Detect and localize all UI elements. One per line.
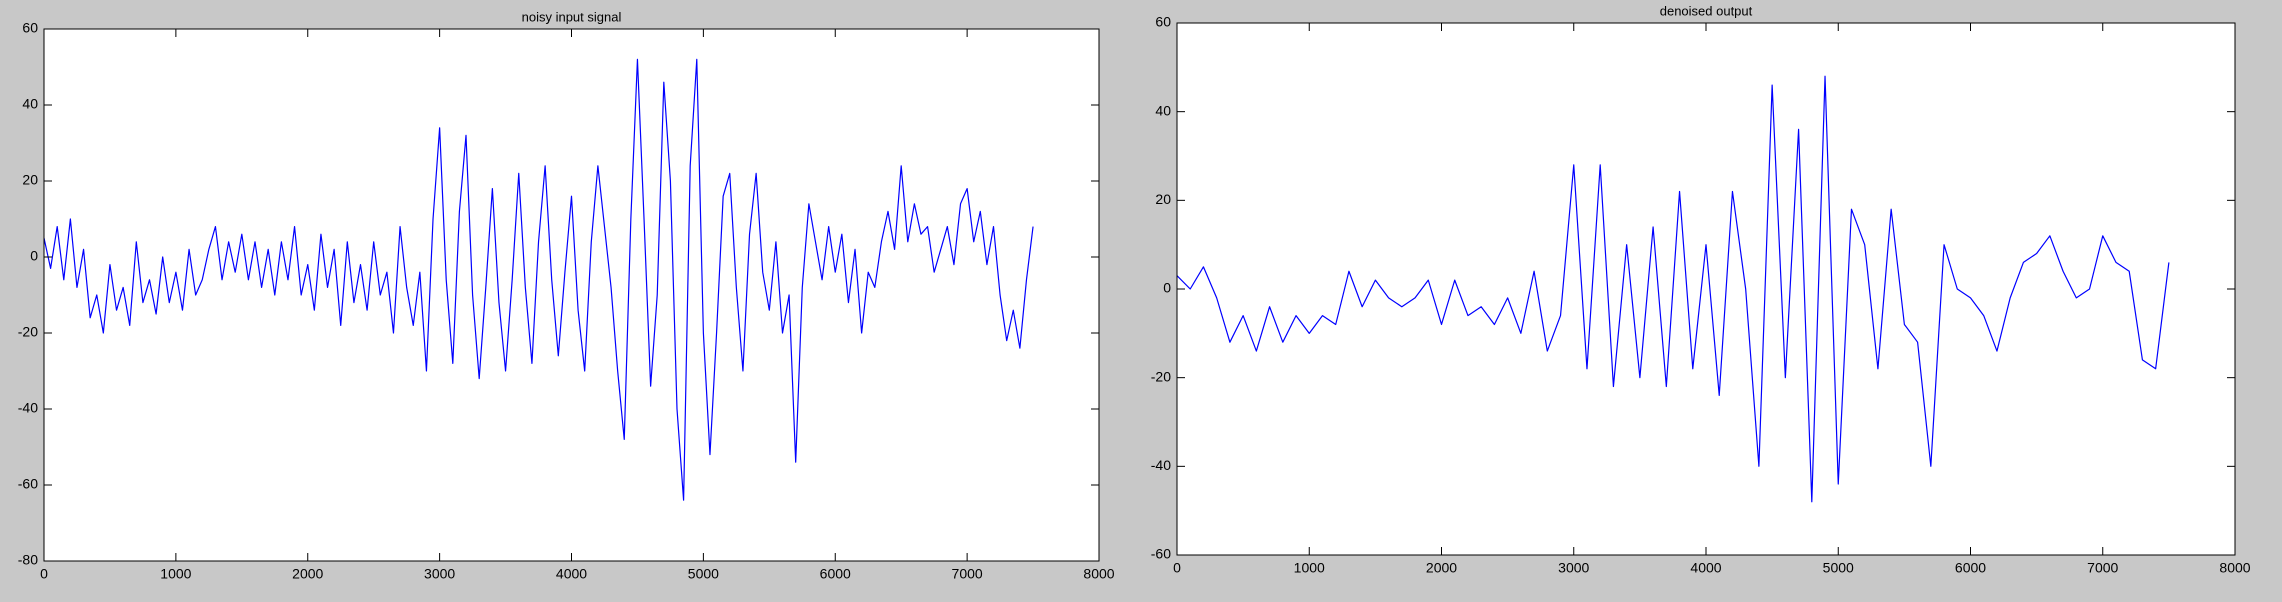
- x-tick-label: 8000: [2219, 560, 2250, 576]
- y-tick-label: -60: [1151, 546, 1171, 562]
- x-tick-label: 5000: [1823, 560, 1854, 576]
- y-tick-label: 20: [1155, 191, 1171, 207]
- x-tick-label: 0: [40, 566, 48, 582]
- x-tick-label: 7000: [2087, 560, 2118, 576]
- x-tick-label: 0: [1173, 560, 1181, 576]
- x-tick-label: 1000: [160, 566, 191, 582]
- axes-background: [1177, 23, 2235, 555]
- y-tick-label: -80: [18, 552, 38, 568]
- axes-box: [1176, 22, 2236, 556]
- y-tick-label: 0: [1163, 280, 1171, 296]
- chart-title: denoised output: [1660, 3, 1753, 18]
- x-tick-label: 6000: [1955, 560, 1986, 576]
- x-tick-label: 3000: [1558, 560, 1589, 576]
- x-tick-label: 2000: [292, 566, 323, 582]
- y-tick-label: 20: [22, 172, 38, 188]
- y-tick-label: 40: [1155, 102, 1171, 118]
- chart-title: noisy input signal: [522, 9, 622, 24]
- y-tick-label: 0: [30, 248, 38, 264]
- y-tick-label: -20: [1151, 368, 1171, 384]
- x-tick-label: 2000: [1426, 560, 1457, 576]
- x-tick-label: 1000: [1294, 560, 1325, 576]
- y-tick-label: -60: [18, 476, 38, 492]
- y-tick-label: -40: [18, 400, 38, 416]
- axes-background: [44, 29, 1099, 561]
- x-tick-label: 4000: [1690, 560, 1721, 576]
- y-tick-label: 40: [22, 96, 38, 112]
- x-tick-label: 4000: [556, 566, 587, 582]
- y-tick-label: 60: [1155, 14, 1171, 30]
- signal-line: [44, 58, 1034, 501]
- x-tick-label: 7000: [952, 566, 983, 582]
- signal-line: [1177, 75, 2170, 503]
- axes-box: [43, 28, 1100, 562]
- y-tick-label: 60: [22, 20, 38, 36]
- x-tick-label: 5000: [688, 566, 719, 582]
- y-tick-label: -20: [18, 324, 38, 340]
- y-tick-label: -40: [1151, 457, 1171, 473]
- x-tick-label: 6000: [820, 566, 851, 582]
- x-tick-label: 3000: [424, 566, 455, 582]
- x-tick-label: 8000: [1083, 566, 1114, 582]
